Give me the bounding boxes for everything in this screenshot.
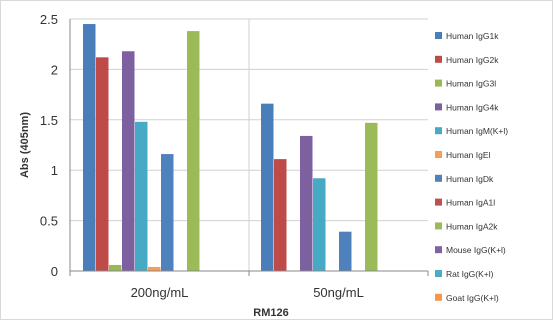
y-tick-label: 0 [51, 264, 58, 279]
bar [109, 264, 122, 271]
legend-entry: Human IgA2k [446, 221, 498, 231]
bar [300, 135, 313, 271]
legend-entry: Human IgG1k [446, 31, 499, 41]
legend-swatch [435, 270, 442, 277]
bar [261, 103, 274, 271]
legend-entry: Human IgG3l [446, 79, 496, 89]
y-tick-label: 1 [51, 163, 58, 178]
legend-entry: Human IgEl [446, 150, 491, 160]
bar [339, 231, 352, 271]
bar [187, 31, 200, 271]
x-tick-label: 50ng/mL [313, 285, 364, 300]
bar [313, 178, 326, 271]
legend-entry: Human IgM(K+l) [446, 126, 508, 136]
legend-swatch [435, 151, 442, 158]
legend-swatch [435, 103, 442, 111]
legend-swatch [435, 198, 442, 206]
bar [135, 121, 148, 271]
y-tick-label: 1.5 [40, 113, 58, 128]
bar [148, 266, 161, 271]
y-tick-label: 2.5 [40, 12, 58, 27]
y-tick-labels: 0 0.5 1 1.5 2 2.5 [40, 12, 58, 279]
bar [161, 154, 174, 271]
y-axis-title: Abs (405nm) [19, 112, 31, 178]
legend-entry: Human IgA1l [446, 198, 495, 208]
legend-swatch [435, 174, 442, 182]
legend-entry: Human IgDk [446, 174, 494, 184]
y-tick-label: 2 [51, 62, 58, 77]
x-axis-title: RM126 [253, 307, 288, 319]
bar [365, 122, 378, 271]
bar [274, 159, 287, 271]
axes [69, 19, 429, 276]
legend-swatch [435, 79, 442, 87]
legend-entry: Goat IgG(K+l) [446, 293, 499, 303]
bar [83, 24, 96, 272]
legend-entry: Human IgG2k [446, 55, 499, 65]
y-tick-label: 0.5 [40, 214, 58, 229]
legend-swatch [435, 55, 442, 63]
legend-entry: Human IgG4k [446, 102, 499, 112]
legend-swatch [435, 222, 442, 230]
legend: Human IgG1k Human IgG2k Human IgG3l Human I… [435, 31, 508, 303]
legend-swatch [435, 32, 442, 39]
x-tick-label: 200ng/mL [131, 285, 189, 300]
legend-entry: Mouse IgG(K+l) [446, 245, 506, 255]
legend-entry: Rat IgG(K+l) [446, 269, 494, 279]
legend-swatch [435, 246, 442, 254]
bar [122, 51, 135, 272]
bar [96, 57, 109, 271]
x-tick-labels: 200ng/mL 50ng/mL [131, 285, 364, 300]
legend-swatch [435, 127, 442, 135]
legend-swatch [435, 293, 442, 301]
bars [83, 24, 378, 272]
